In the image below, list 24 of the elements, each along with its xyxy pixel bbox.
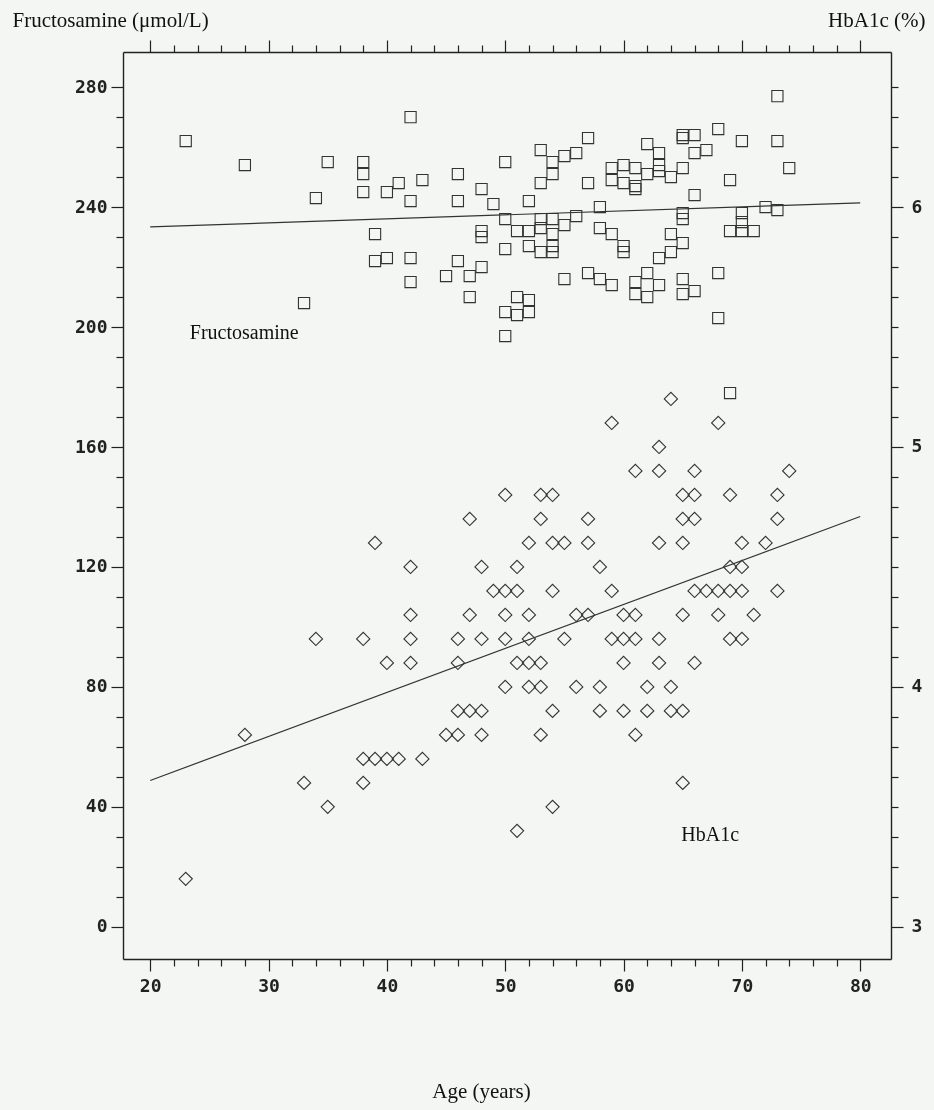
y-tick-label: 40 — [85, 795, 108, 817]
x-axis-title: Age (years) — [432, 1078, 531, 1103]
y2-tick-label: 3 — [911, 915, 923, 937]
x-tick-label: 40 — [376, 974, 399, 996]
series-label: HbA1c — [681, 822, 740, 845]
y-tick-label: 160 — [74, 435, 108, 457]
y-tick-label: 280 — [74, 75, 108, 97]
y-axis-title: Fructosamine (μmol/L) — [12, 7, 209, 32]
x-tick-label: 20 — [139, 974, 162, 996]
series-label: Fructosamine — [189, 321, 299, 344]
x-tick-label: 60 — [613, 974, 635, 996]
y2-tick-label: 4 — [911, 675, 923, 697]
y2-axis-title: HbA1c (%) — [828, 7, 926, 32]
y-tick-label: 240 — [74, 195, 108, 217]
y2-tick-label: 5 — [911, 435, 923, 457]
y2-tick-label: 6 — [911, 195, 923, 217]
y-tick-label: 200 — [74, 315, 108, 337]
x-tick-label: 30 — [258, 974, 280, 996]
y-tick-label: 0 — [96, 915, 108, 937]
x-tick-label: 50 — [494, 974, 517, 996]
x-tick-label: 70 — [731, 974, 754, 996]
x-tick-label: 80 — [849, 974, 872, 996]
y-tick-label: 80 — [85, 675, 108, 697]
y-tick-label: 120 — [74, 555, 108, 577]
